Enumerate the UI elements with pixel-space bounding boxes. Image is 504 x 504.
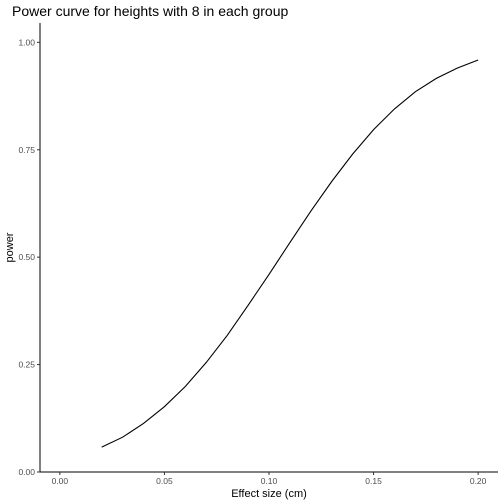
y-tick-label: 1.00 [18, 37, 35, 47]
x-axis-ticks: 0.00 0.05 0.10 0.15 0.20 [52, 472, 487, 486]
chart-title: Power curve for heights with 8 in each g… [12, 3, 289, 19]
x-tick-label: 0.15 [365, 476, 382, 486]
y-tick-label: 0.00 [18, 467, 35, 477]
x-tick-label: 0.00 [52, 476, 69, 486]
y-tick-label: 0.50 [18, 252, 35, 262]
axes [39, 23, 498, 473]
y-tick-label: 0.25 [18, 360, 35, 370]
series-group [101, 59, 479, 448]
y-axis-title: power [4, 232, 16, 262]
y-axis-ticks: 0.00 0.25 0.50 0.75 1.00 [18, 37, 40, 477]
x-tick-label: 0.10 [261, 476, 278, 486]
x-tick-label: 0.05 [156, 476, 173, 486]
x-axis-title: Effect size (cm) [231, 488, 307, 500]
x-tick-label: 0.20 [470, 476, 487, 486]
y-tick-label: 0.75 [18, 145, 35, 155]
power-curve-line [101, 59, 479, 448]
